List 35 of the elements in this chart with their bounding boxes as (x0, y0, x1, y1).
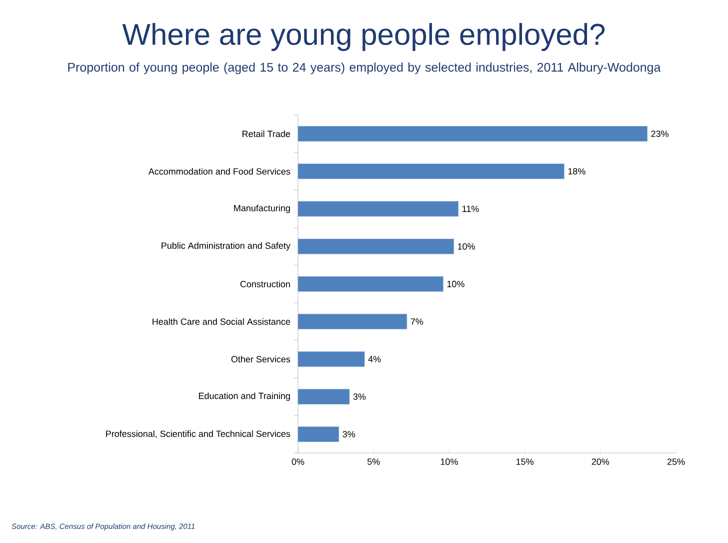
bar (298, 164, 564, 180)
data-label: 11% (462, 206, 479, 212)
y-tick-label: Professional, Scientific and Technical Services (106, 430, 290, 438)
bar (298, 314, 408, 330)
data-label: 10% (447, 280, 464, 288)
data-label: 3% (353, 393, 366, 400)
data-label: 3% (342, 431, 356, 438)
chart-title: Where are young people employed? (122, 23, 605, 51)
y-tick-label: Other Services (231, 356, 290, 362)
y-tick-label: Retail Trade (242, 130, 290, 138)
chart-subtitle: Proportion of young people (aged 15 to 24 years) employed by selected industries, 2011 Albury-Wodonga (68, 62, 661, 74)
data-label: 18% (568, 168, 586, 175)
x-tick-label: 25% (667, 458, 685, 465)
bar (298, 426, 340, 442)
x-tick-label: 10% (440, 458, 458, 465)
data-label: 4% (368, 356, 381, 362)
x-tick-label: 5% (367, 458, 380, 465)
y-tick-label: Construction (240, 280, 290, 288)
data-label: 23% (651, 130, 668, 137)
x-tick-label: 15% (516, 458, 534, 465)
y-tick-label: Education and Training (198, 392, 290, 401)
data-label: 7% (410, 318, 424, 325)
data-label: 10% (458, 243, 475, 250)
y-tick-label: Health Care and Social Assistance (152, 318, 290, 325)
y-tick-label: Accommodation and Food Services (148, 168, 290, 175)
y-tick-label: Public Administration and Safety (162, 242, 290, 251)
x-tick-label: 20% (592, 458, 610, 465)
bar (298, 201, 458, 217)
x-tick-label: 0% (292, 458, 304, 465)
bar (298, 351, 365, 367)
y-tick-label: Manufacturing (234, 204, 290, 214)
bar (298, 276, 444, 292)
bar (298, 126, 648, 142)
bar (298, 238, 454, 254)
bar (298, 388, 350, 404)
